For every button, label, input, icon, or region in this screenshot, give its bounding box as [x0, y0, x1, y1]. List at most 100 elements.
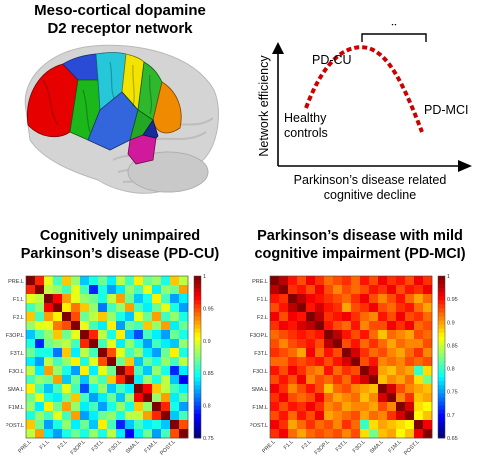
colorbar-tick-label: 1 [447, 274, 450, 280]
colorbar-segment [438, 304, 445, 309]
colorbar-segment [194, 421, 201, 427]
heatmap-cell [297, 276, 307, 286]
heatmap-cell [378, 348, 388, 358]
heatmap-cell [116, 420, 126, 430]
heatmap-cell [396, 303, 406, 313]
heatmap-cell [405, 294, 415, 304]
heatmap-cell [170, 357, 180, 367]
heatmap-cell [378, 375, 388, 385]
heatmap-cell [288, 357, 298, 367]
heatmap-cell [297, 402, 307, 412]
heatmap-cell [315, 348, 325, 358]
heatmap-cell [351, 294, 361, 304]
heatmap-cell [351, 357, 361, 367]
heatmap-cell [116, 348, 126, 358]
heatmap-cell [44, 285, 54, 295]
heatmap-cell [134, 303, 144, 313]
heatmap-cell [315, 312, 325, 322]
heatmap-cell [89, 330, 99, 340]
colorbar-segment [194, 409, 201, 415]
heatmap-cell [288, 294, 298, 304]
heatmap-cell [342, 276, 352, 286]
heatmap-cell [179, 375, 189, 385]
colorbar-segment [194, 413, 201, 419]
column-label: PRE.L [17, 439, 32, 454]
heatmap-cell [116, 393, 126, 403]
heatmap-cell [306, 375, 316, 385]
heatmap-cell [297, 348, 307, 358]
heatmap-cell [324, 411, 334, 421]
heatmap-cell [53, 375, 63, 385]
heatmap-cell [71, 321, 81, 331]
heatmap-cell [297, 384, 307, 394]
colorbar-segment [438, 280, 445, 285]
heatmap-cell [53, 402, 63, 412]
heatmap-cell [62, 330, 72, 340]
heatmap-cell [143, 366, 153, 376]
heatmap-cell [35, 294, 45, 304]
heatmap-cell [333, 321, 343, 331]
heatmap-cell [315, 321, 325, 331]
colorbar-segment [438, 316, 445, 321]
heatmap-cell [279, 357, 289, 367]
heatmap-cell [161, 330, 171, 340]
heatmap-cell [53, 366, 63, 376]
heatmap-cell [306, 366, 316, 376]
heatmap-cell [44, 420, 54, 430]
heatmap-cell [143, 321, 153, 331]
heatmap-cell [89, 357, 99, 367]
heatmap-cell [270, 312, 280, 322]
heatmap-cell [170, 402, 180, 412]
heatmap-cell [279, 285, 289, 295]
heatmap-cell [342, 366, 352, 376]
heatmap-cell [351, 312, 361, 322]
heatmap-cell [378, 411, 388, 421]
heatmap-cell [179, 429, 189, 439]
heatmap-cell [396, 429, 406, 439]
heatmap-cell [396, 321, 406, 331]
heatmap-cell [53, 276, 63, 286]
row-label: F2.L [257, 315, 268, 321]
heatmap-cell [270, 384, 280, 394]
region-orange [152, 81, 182, 134]
colorbar-segment [194, 344, 201, 350]
heatmap-cell [405, 393, 415, 403]
heatmap-cell [152, 393, 162, 403]
heatmap-cell [333, 294, 343, 304]
heatmap-cell [80, 312, 90, 322]
heatmap-cell [143, 429, 153, 439]
heatmap-cell [414, 384, 424, 394]
heatmap-cell [107, 420, 117, 430]
colorbar-segment [438, 421, 445, 427]
heatmap-cell [62, 375, 72, 385]
cortex-gyri-lines [42, 61, 153, 133]
heatmap-cell [53, 285, 63, 295]
heatmap-cell [89, 393, 99, 403]
heatmap-cell [89, 303, 99, 313]
heatmap-cell [324, 357, 334, 367]
colorbar-segment [194, 361, 201, 366]
heatmap-cell [26, 276, 36, 286]
colorbar-tick-label: 0.65 [447, 436, 458, 442]
heatmap-cell [288, 375, 298, 385]
heatmap-cell [98, 420, 108, 430]
heatmap-cell [98, 366, 108, 376]
colorbar-segment [438, 352, 445, 358]
heatmap-cell [360, 357, 370, 367]
heatmap-cell [89, 285, 99, 295]
heatmap-cell [179, 285, 189, 295]
heatmap-cell [279, 321, 289, 331]
heatmap-cell [62, 348, 72, 358]
heatmap-cell [62, 402, 72, 412]
colorbar-segment [194, 401, 201, 406]
heatmap-cell [423, 357, 433, 367]
heatmap-cell [315, 285, 325, 295]
heatmap-cell [134, 348, 144, 358]
heatmap-cell [44, 303, 54, 313]
column-label: F1M.L [144, 439, 159, 454]
heatmap-cell [342, 357, 352, 367]
colorbar-segment [194, 357, 201, 362]
significance-bracket [361, 33, 427, 42]
heatmap-cell [387, 375, 397, 385]
heatmap-cell [53, 330, 63, 340]
